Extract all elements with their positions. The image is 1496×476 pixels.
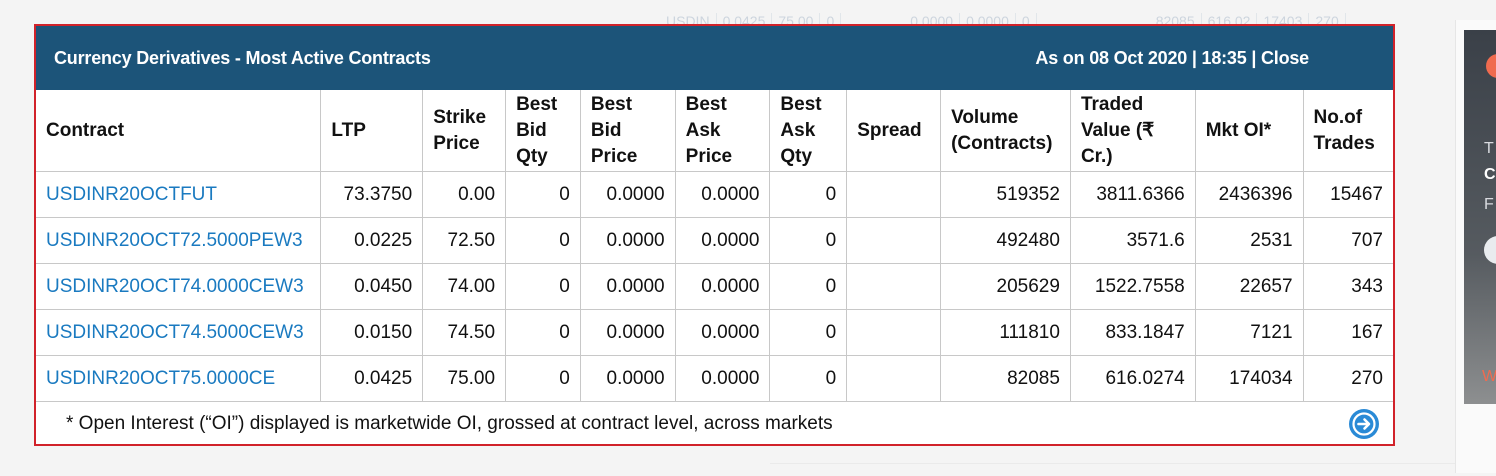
volume-cell: 205629 (940, 263, 1071, 310)
best-ask-qty-cell: 0 (769, 263, 848, 310)
ad-banner[interactable] (1464, 30, 1496, 404)
no-of-trades-cell: 270 (1302, 355, 1393, 402)
best-ask-qty-cell: 0 (769, 355, 848, 402)
contract-link[interactable]: USDINR20OCT72.5000PEW3 (36, 217, 322, 264)
strike-price-cell: 75.00 (422, 355, 507, 402)
traded-value-cell: 3571.6 (1069, 217, 1196, 264)
contract-link[interactable]: USDINR20OCT74.5000CEW3 (36, 309, 322, 356)
traded-value-cell: 1522.7558 (1069, 263, 1196, 310)
column-header-best-bid-price[interactable]: Best Bid Price (579, 90, 676, 172)
traded-value-cell: 833.1847 (1069, 309, 1196, 356)
no-of-trades-cell: 707 (1302, 217, 1393, 264)
best-ask-price-cell: 0.0000 (674, 355, 771, 402)
panel-header: Currency Derivatives - Most Active Contr… (36, 26, 1393, 90)
ltp-cell: 0.0225 (320, 217, 424, 264)
column-header-ltp[interactable]: LTP (320, 90, 424, 172)
no-of-trades-cell: 343 (1302, 263, 1393, 310)
spread-cell (846, 217, 942, 264)
column-header-strike-price[interactable]: Strike Price (422, 90, 507, 172)
best-ask-price-cell: 0.0000 (674, 309, 771, 356)
strike-price-cell: 72.50 (422, 217, 507, 264)
mkt-oi-cell: 174034 (1194, 355, 1304, 402)
ad-text: F (1484, 196, 1494, 213)
table-row: USDINR20OCT74.0000CEW3 0.0450 74.00 0 0.… (36, 263, 1393, 310)
strike-price-cell: 74.50 (422, 309, 507, 356)
oi-footnote: * Open Interest (“OI”) displayed is mark… (66, 413, 833, 434)
as-of-timestamp: As on 08 Oct 2020 | 18:35 | Close (1035, 47, 1309, 68)
mkt-oi-cell: 22657 (1194, 263, 1304, 310)
panel-footer: * Open Interest (“OI”) displayed is mark… (36, 402, 1393, 446)
table-header-row: Contract LTP Strike Price Best Bid Qty B… (36, 90, 1393, 172)
best-ask-price-cell: 0.0000 (674, 171, 771, 218)
traded-value-cell: 616.0274 (1069, 355, 1196, 402)
best-ask-price-cell: 0.0000 (674, 217, 771, 264)
ltp-cell: 0.0450 (320, 263, 424, 310)
spread-cell (846, 355, 942, 402)
column-header-best-bid-qty[interactable]: Best Bid Qty (505, 90, 581, 172)
best-bid-price-cell: 0.0000 (579, 263, 676, 310)
column-header-volume[interactable]: Volume (Contracts) (940, 90, 1071, 172)
volume-cell: 111810 (940, 309, 1071, 356)
column-header-contract[interactable]: Contract (36, 90, 322, 172)
strike-price-cell: 0.00 (422, 171, 507, 218)
traded-value-cell: 3811.6366 (1069, 171, 1196, 218)
table-row: USDINR20OCT74.5000CEW3 0.0150 74.50 0 0.… (36, 309, 1393, 356)
column-header-traded-value[interactable]: Traded Value (₹ Cr.) (1069, 90, 1196, 172)
best-ask-qty-cell: 0 (769, 171, 848, 218)
contract-link[interactable]: USDINR20OCTFUT (36, 171, 322, 218)
panel-title: Currency Derivatives - Most Active Contr… (54, 47, 431, 68)
mkt-oi-cell: 7121 (1194, 309, 1304, 356)
column-header-best-ask-price[interactable]: Best Ask Price (674, 90, 771, 172)
column-header-mkt-oi[interactable]: Mkt OI* (1194, 90, 1304, 172)
spread-cell (846, 263, 942, 310)
best-bid-qty-cell: 0 (505, 171, 581, 218)
arrow-right-circle-icon[interactable] (1349, 409, 1379, 439)
most-active-contracts-panel: Currency Derivatives - Most Active Contr… (34, 24, 1395, 446)
column-header-spread[interactable]: Spread (846, 90, 942, 172)
best-bid-price-cell: 0.0000 (579, 171, 676, 218)
best-bid-price-cell: 0.0000 (579, 355, 676, 402)
no-of-trades-cell: 15467 (1302, 171, 1393, 218)
ad-text: C (1484, 166, 1496, 183)
volume-cell: 82085 (940, 355, 1071, 402)
ltp-cell: 73.3750 (320, 171, 424, 218)
no-of-trades-cell: 167 (1302, 309, 1393, 356)
contract-link[interactable]: USDINR20OCT74.0000CEW3 (36, 263, 322, 310)
ad-text: W (1482, 368, 1496, 385)
table-row: USDINR20OCT75.0000CE 0.0425 75.00 0 0.00… (36, 355, 1393, 402)
best-bid-qty-cell: 0 (505, 217, 581, 264)
contracts-table: Contract LTP Strike Price Best Bid Qty B… (36, 90, 1393, 402)
ghost-cell: 0 (820, 13, 842, 29)
best-bid-qty-cell: 0 (505, 355, 581, 402)
best-bid-qty-cell: 0 (505, 263, 581, 310)
best-ask-price-cell: 0.0000 (674, 263, 771, 310)
best-ask-qty-cell: 0 (769, 217, 848, 264)
mkt-oi-cell: 2436396 (1194, 171, 1304, 218)
best-bid-qty-cell: 0 (505, 309, 581, 356)
volume-cell: 519352 (940, 171, 1071, 218)
spread-cell (846, 171, 942, 218)
table-row: USDINR20OCTFUT 73.3750 0.00 0 0.0000 0.0… (36, 171, 1393, 218)
ad-button[interactable] (1484, 236, 1496, 264)
table-row: USDINR20OCT72.5000PEW3 0.0225 72.50 0 0.… (36, 217, 1393, 264)
ghost-cell: 0 (1016, 13, 1037, 29)
ltp-cell: 0.0425 (320, 355, 424, 402)
ad-logo-icon (1486, 54, 1496, 78)
best-ask-qty-cell: 0 (769, 309, 848, 356)
spread-cell (846, 309, 942, 356)
best-bid-price-cell: 0.0000 (579, 309, 676, 356)
best-bid-price-cell: 0.0000 (579, 217, 676, 264)
column-header-no-of-trades[interactable]: No.of Trades (1302, 90, 1393, 172)
column-header-best-ask-qty[interactable]: Best Ask Qty (769, 90, 848, 172)
background-divider (770, 463, 1470, 476)
strike-price-cell: 74.00 (422, 263, 507, 310)
mkt-oi-cell: 2531 (1194, 217, 1304, 264)
ad-text: T (1484, 140, 1494, 157)
volume-cell: 492480 (940, 217, 1071, 264)
contract-link[interactable]: USDINR20OCT75.0000CE (36, 355, 322, 402)
ltp-cell: 0.0150 (320, 309, 424, 356)
